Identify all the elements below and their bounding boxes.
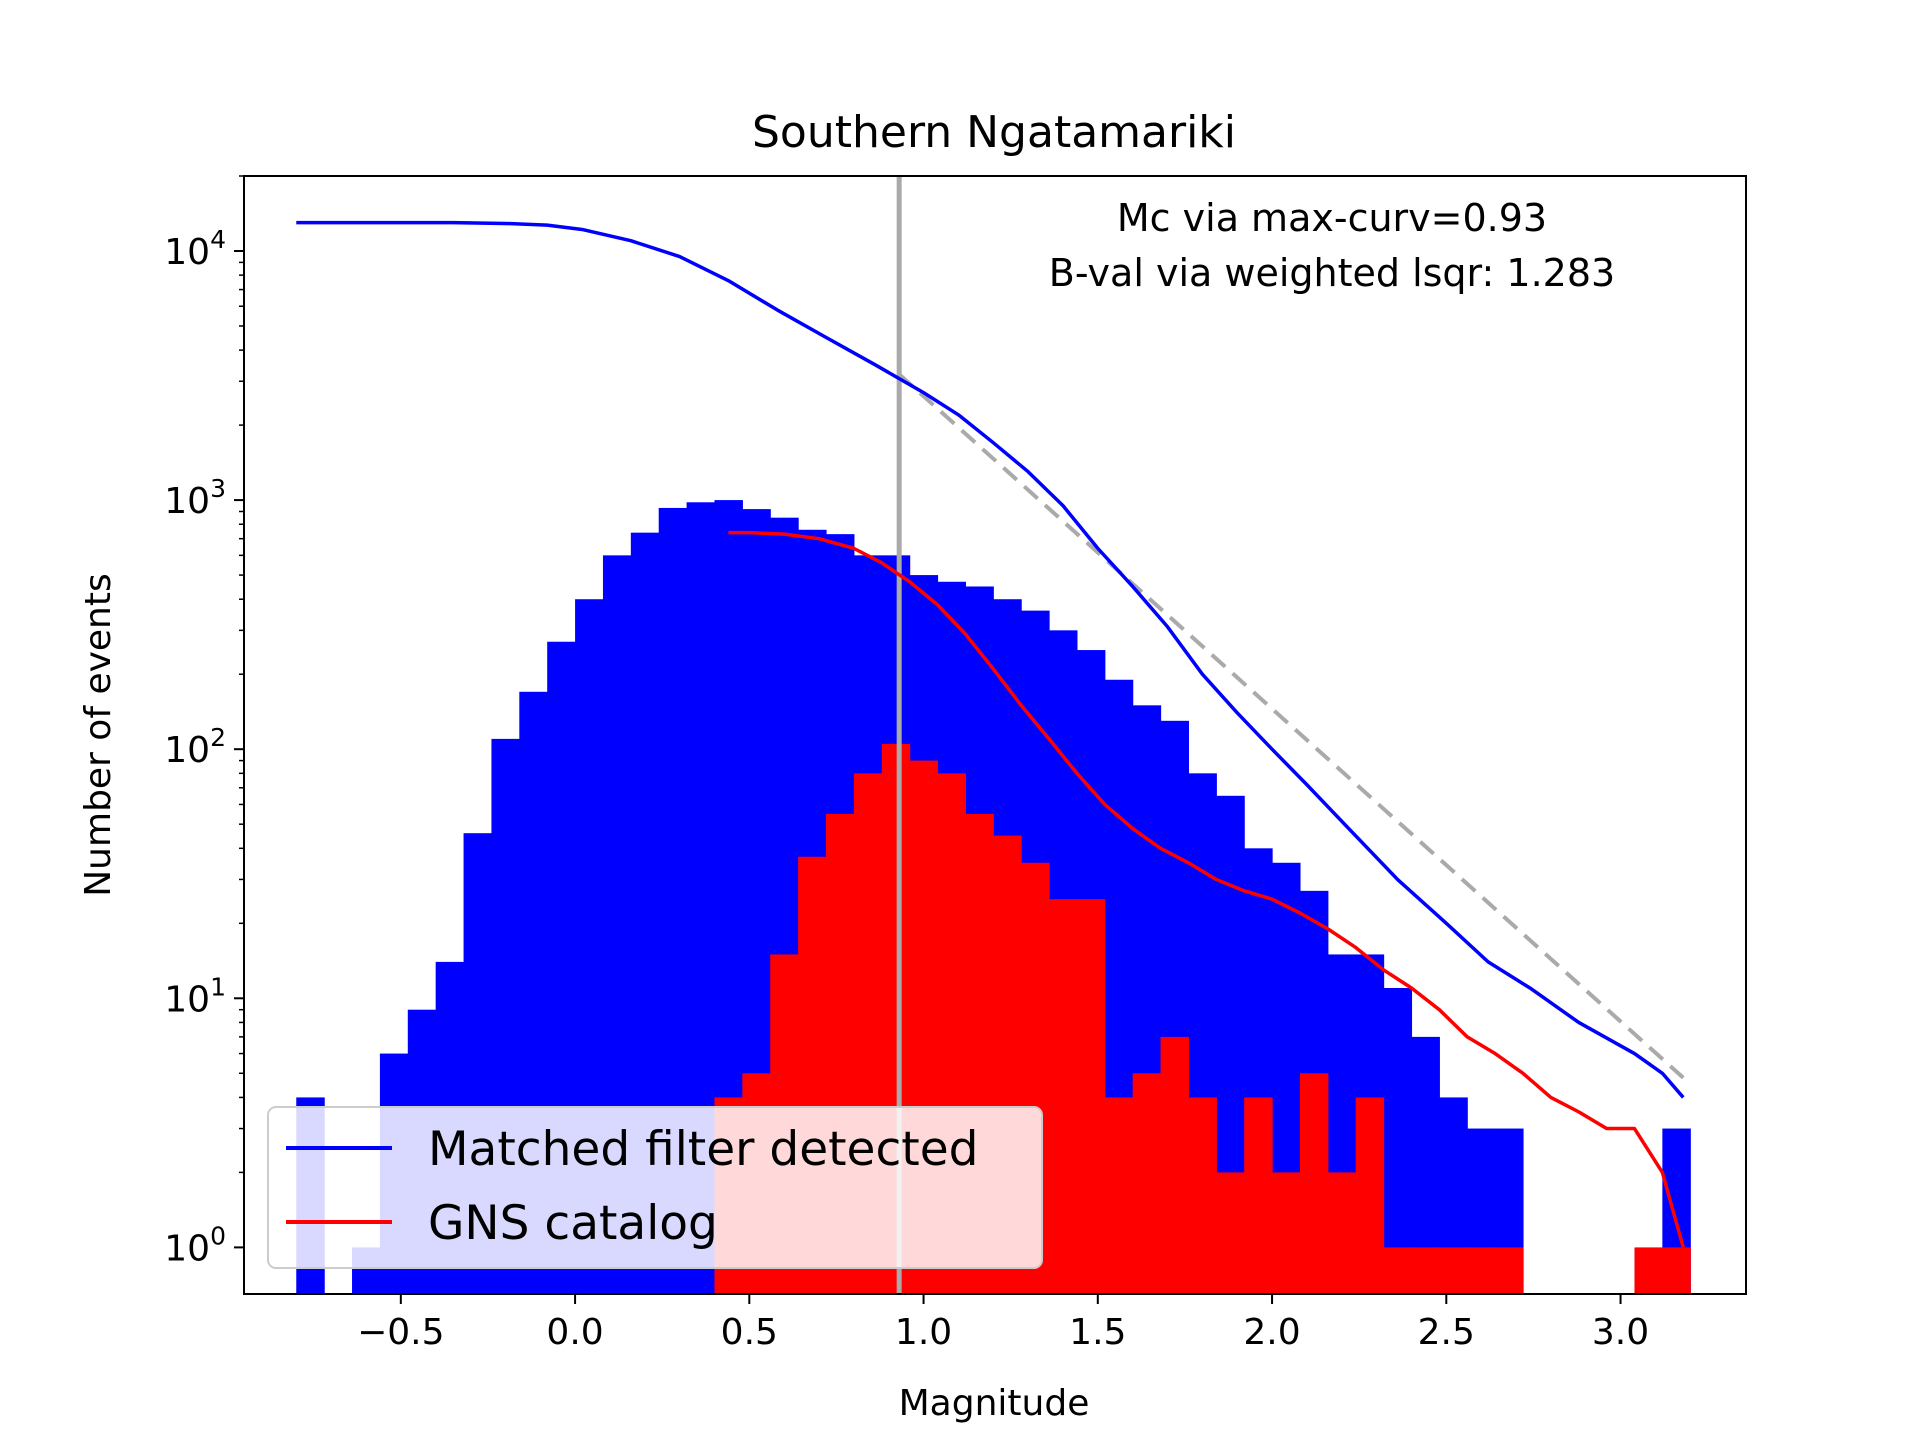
b-value-fit-line <box>897 372 1685 1080</box>
bar-gns-catalog-29 <box>1104 1097 1134 1294</box>
annotation-bval: B-val via weighted lsqr: 1.283 <box>1049 251 1615 295</box>
annotation-mc: Mc via max-curv=0.93 <box>1117 196 1547 240</box>
bar-gns-catalog-28 <box>1076 899 1106 1294</box>
bar-gns-catalog-43 <box>1495 1247 1524 1294</box>
bar-gns-catalog-49 <box>1662 1247 1691 1294</box>
bar-gns-catalog-31 <box>1160 1036 1190 1294</box>
bar-gns-catalog-34 <box>1244 1097 1273 1294</box>
y-axis-ticks: 100 101 102 103 104 <box>164 175 244 1269</box>
legend-label-gns-catalog: GNS catalog <box>428 1196 718 1251</box>
x-tick-label-0: −0.5 <box>357 1312 444 1353</box>
y-tick-label-3: 103 <box>164 474 226 522</box>
x-tick-label-6: 2.5 <box>1418 1312 1475 1353</box>
x-tick-label-7: 3.0 <box>1592 1312 1649 1353</box>
bar-matched-filter-39 <box>1383 987 1413 1294</box>
bar-gns-catalog-36 <box>1299 1073 1329 1294</box>
x-tick-label-5: 2.0 <box>1243 1312 1300 1353</box>
x-axis-ticks: −0.5 0.0 0.5 1.0 1.5 2.0 2.5 3.0 <box>357 1294 1649 1353</box>
x-tick-label-3: 1.0 <box>895 1312 952 1353</box>
bar-gns-catalog-35 <box>1272 1172 1301 1294</box>
line-matched-filter-cumulative <box>296 220 1685 1099</box>
legend: Matched filter detected GNS catalog <box>267 1106 1043 1269</box>
bar-gns-catalog-41 <box>1439 1247 1468 1294</box>
y-tick-label-4: 104 <box>164 225 226 273</box>
line-gns-catalog-cumulative <box>728 530 1685 1248</box>
bar-gns-catalog-27 <box>1049 899 1078 1294</box>
chart-title: Southern Ngatamariki <box>752 107 1236 158</box>
bar-gns-catalog-33 <box>1216 1172 1245 1294</box>
y-tick-label-2: 102 <box>164 723 226 771</box>
bar-gns-catalog-42 <box>1467 1247 1496 1294</box>
x-tick-label-4: 1.5 <box>1069 1312 1126 1353</box>
y-tick-label-0: 100 <box>164 1221 226 1269</box>
bar-gns-catalog-38 <box>1355 1097 1385 1294</box>
x-tick-label-1: 0.0 <box>546 1312 603 1353</box>
y-tick-label-1: 101 <box>164 972 226 1020</box>
x-tick-label-2: 0.5 <box>721 1312 778 1353</box>
x-axis-label: Magnitude <box>899 1383 1090 1424</box>
bar-gns-catalog-40 <box>1411 1247 1440 1294</box>
legend-label-matched-filter: Matched filter detected <box>428 1122 978 1177</box>
bar-gns-catalog-30 <box>1132 1073 1162 1294</box>
bar-gns-catalog-48 <box>1634 1247 1663 1294</box>
legend-box <box>267 1106 1043 1269</box>
axes-frame <box>243 175 1747 1295</box>
bar-gns-catalog-39 <box>1383 1247 1413 1294</box>
bar-gns-catalog-37 <box>1327 1172 1357 1294</box>
y-axis-label: Number of events <box>78 573 119 897</box>
bar-gns-catalog-32 <box>1188 1097 1217 1294</box>
